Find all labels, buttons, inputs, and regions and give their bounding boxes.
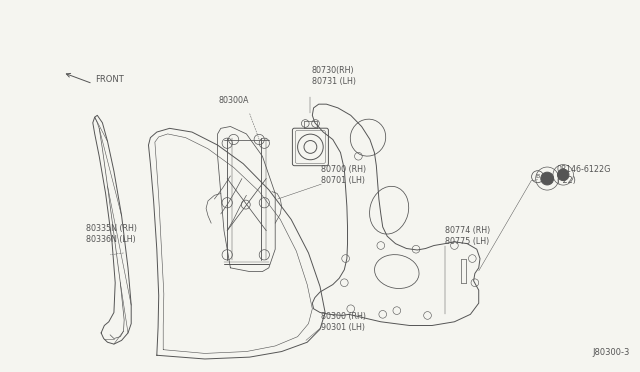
Circle shape: [541, 172, 554, 185]
Text: J80300-3: J80300-3: [593, 348, 630, 357]
Text: 80300A: 80300A: [218, 96, 249, 105]
Text: 08146-6122G
( 22): 08146-6122G ( 22): [557, 165, 611, 185]
Circle shape: [557, 169, 569, 180]
Text: 80730(RH)
80731 (LH): 80730(RH) 80731 (LH): [312, 66, 356, 86]
Text: 80335N (RH)
80336N (LH): 80335N (RH) 80336N (LH): [86, 224, 138, 244]
Text: FRONT: FRONT: [95, 76, 124, 84]
Text: 80774 (RH)
80775 (LH): 80774 (RH) 80775 (LH): [445, 226, 490, 246]
Text: 80300 (RH)
90301 (LH): 80300 (RH) 90301 (LH): [321, 312, 366, 332]
Text: B: B: [536, 174, 540, 179]
Text: 80700 (RH)
80701 (LH): 80700 (RH) 80701 (LH): [321, 165, 367, 185]
